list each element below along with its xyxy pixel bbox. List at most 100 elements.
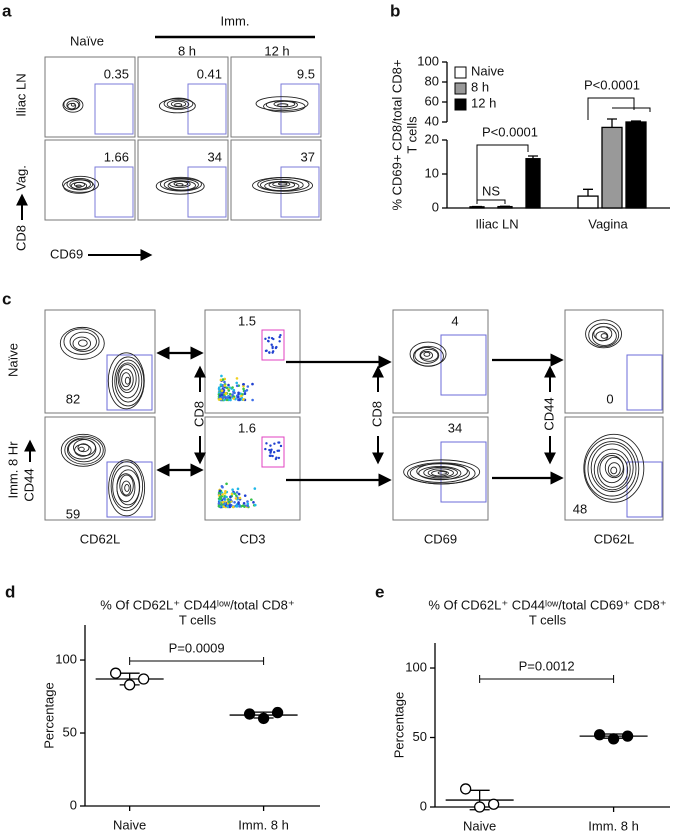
event-dot: [271, 454, 274, 458]
y-tick-label: 60: [425, 93, 439, 108]
data-point: [473, 801, 486, 813]
bar: [525, 158, 541, 209]
event-dot: [231, 505, 235, 509]
gate-value: 34: [448, 420, 462, 435]
gate: [440, 334, 487, 396]
event-dot: [242, 501, 246, 505]
event-dot: [268, 351, 271, 354]
y-axis-label: Percentage: [391, 692, 406, 759]
data-point: [459, 783, 472, 795]
contour: [73, 439, 96, 456]
contour: [277, 103, 289, 108]
chart-title: T cells: [529, 612, 567, 627]
contour: [119, 368, 134, 391]
event-dot: [223, 380, 226, 384]
event-dot: [227, 498, 230, 501]
contour: [423, 466, 458, 479]
event-dot: [269, 444, 272, 447]
contour: [108, 459, 146, 517]
event-dot: [219, 383, 223, 386]
contour: [114, 359, 143, 403]
error-bar: [607, 118, 617, 128]
bracket: [587, 97, 651, 120]
contour: [427, 468, 454, 478]
y-axis-label: Percentage: [41, 682, 56, 749]
row-label: Naïve: [5, 343, 20, 377]
y-axis-label: T cells: [404, 116, 419, 154]
column-header: 12 h: [264, 43, 289, 58]
axis-label: CD44: [541, 397, 556, 430]
event-dot: [243, 505, 246, 508]
event-dot: [272, 350, 275, 353]
contour: [124, 484, 130, 492]
contour: [78, 339, 88, 347]
y-tick-label: 10: [425, 165, 439, 180]
event-dot: [232, 388, 236, 392]
gate: [94, 83, 134, 135]
plot-frame: [44, 139, 136, 221]
event-dot: [243, 390, 247, 393]
event-dot: [228, 392, 232, 396]
gate-value: 9.5: [297, 66, 315, 81]
panel-label: b: [390, 1, 400, 20]
event-dot: [242, 382, 245, 386]
contour: [597, 452, 629, 488]
event-dot: [230, 492, 234, 496]
gate: [187, 83, 227, 135]
event-dot: [217, 398, 221, 401]
legend-label: 8 h: [471, 79, 489, 94]
event-dot: [264, 337, 267, 341]
gate-value: 0.35: [104, 66, 129, 81]
bar: [577, 195, 599, 209]
plot-frame: [204, 416, 301, 521]
legend-label: 12 h: [471, 95, 496, 110]
gate-value: 48: [573, 501, 587, 516]
event-dot: [265, 349, 268, 352]
event-dot: [237, 492, 241, 496]
event-dot: [268, 454, 272, 458]
event-dot: [272, 450, 276, 454]
y-tick-label: 0: [420, 798, 427, 813]
contour: [257, 177, 310, 192]
bracket: [479, 675, 615, 683]
event-dot: [221, 396, 225, 400]
gate-value: 0.41: [197, 66, 222, 81]
contour: [77, 443, 90, 453]
event-dot: [228, 398, 231, 401]
axis-label: CD62L: [594, 531, 634, 546]
annotation: NS: [482, 183, 500, 198]
plot-frame: [230, 56, 322, 138]
x-tick-label: Iliac LN: [475, 216, 518, 231]
event-dot: [246, 504, 249, 508]
contour: [599, 455, 625, 484]
annotation: P<0.0001: [584, 77, 640, 92]
event-dot: [227, 383, 230, 387]
gate-value: 4: [451, 313, 458, 328]
event-dot: [270, 448, 273, 451]
event-dot: [279, 444, 283, 448]
contour: [604, 456, 624, 479]
event-dot: [226, 505, 230, 508]
contour: [116, 362, 140, 399]
axis-label: CD69: [424, 531, 457, 546]
contour: [69, 331, 97, 352]
y-tick-label: 20: [425, 131, 439, 146]
legend-swatch: [454, 66, 467, 79]
contour: [73, 181, 86, 188]
event-dot: [265, 442, 268, 445]
event-dot: [237, 391, 240, 395]
data-point: [621, 730, 634, 742]
axis-label: CD8: [13, 225, 28, 251]
contour: [272, 181, 291, 187]
y-tick-label: 0: [70, 797, 77, 812]
event-dot: [253, 503, 257, 507]
event-dot: [250, 498, 253, 501]
event-dot: [246, 502, 250, 506]
event-dot: [267, 336, 271, 339]
contour: [62, 97, 84, 113]
event-dot: [235, 377, 239, 380]
contour: [124, 376, 131, 385]
event-dot: [242, 387, 245, 391]
y-tick-label: 80: [425, 73, 439, 88]
